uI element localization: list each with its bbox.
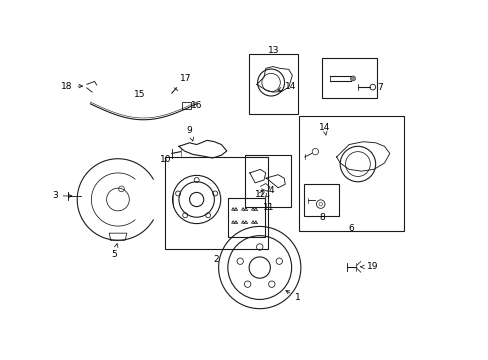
Circle shape bbox=[350, 76, 355, 81]
Text: 9: 9 bbox=[186, 126, 193, 141]
Text: 13: 13 bbox=[267, 46, 279, 55]
Text: 14: 14 bbox=[278, 82, 296, 91]
Text: 5: 5 bbox=[111, 244, 118, 259]
Bar bbox=[182, 102, 191, 109]
Text: 17: 17 bbox=[180, 75, 191, 84]
Bar bbox=[248, 54, 297, 114]
Text: 18: 18 bbox=[61, 82, 82, 91]
Text: 6: 6 bbox=[347, 224, 353, 233]
Text: 1: 1 bbox=[285, 291, 300, 302]
Text: 14: 14 bbox=[318, 123, 329, 135]
Text: 8: 8 bbox=[318, 213, 324, 222]
Bar bbox=[227, 198, 264, 237]
Bar bbox=[164, 157, 267, 249]
Bar bbox=[304, 184, 339, 216]
Text: 16: 16 bbox=[190, 101, 202, 110]
Bar bbox=[322, 58, 377, 99]
Bar bbox=[244, 155, 291, 207]
Text: 12: 12 bbox=[254, 190, 265, 199]
Text: 2: 2 bbox=[213, 255, 219, 264]
Text: 4: 4 bbox=[265, 186, 274, 197]
Text: 3: 3 bbox=[52, 192, 72, 201]
Text: 11: 11 bbox=[262, 203, 273, 212]
Text: 7: 7 bbox=[377, 83, 382, 92]
Text: 15: 15 bbox=[134, 90, 145, 99]
Bar bbox=[299, 116, 403, 231]
Text: 19: 19 bbox=[360, 262, 378, 271]
Text: 10: 10 bbox=[160, 155, 171, 164]
